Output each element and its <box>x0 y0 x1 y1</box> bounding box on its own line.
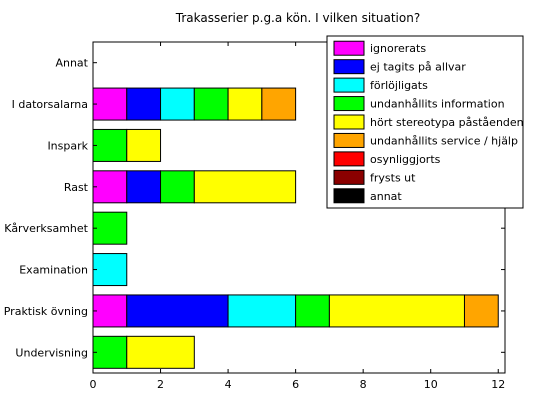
chart-title: Trakasserier p.g.a kön. I vilken situati… <box>175 11 420 25</box>
bar-segment <box>328 294 465 328</box>
bar-segment <box>463 294 499 328</box>
y-tick-label: Annat <box>55 57 88 70</box>
bar-segment <box>126 128 162 162</box>
x-tick-label: 8 <box>360 378 367 391</box>
legend-label: undanhållits information <box>370 98 505 111</box>
bar-segment <box>126 87 162 121</box>
y-tick-label: Inspark <box>47 139 88 152</box>
legend-swatch <box>333 132 365 148</box>
bar-segment <box>126 335 195 369</box>
y-tick-label: Kårverksamhet <box>4 222 88 235</box>
legend-label: frysts ut <box>370 171 416 184</box>
bar-segment <box>92 211 128 245</box>
x-tick-label: 2 <box>157 378 164 391</box>
y-tick-label: Rast <box>64 181 89 194</box>
x-tick-label: 0 <box>90 378 97 391</box>
legend-label: ignorerats <box>370 42 426 55</box>
y-tick-label: Praktisk övning <box>4 305 88 318</box>
legend-swatch <box>333 151 365 167</box>
bar-segment <box>193 170 297 204</box>
legend-swatch <box>333 114 365 130</box>
bar-segment <box>92 335 128 369</box>
bar-segment <box>92 170 128 204</box>
x-axis: 0 2 4 6 8 10 12 <box>90 42 505 391</box>
legend-label: förlöjligats <box>370 79 428 92</box>
bar-segment <box>126 294 229 328</box>
bar-segment <box>92 253 128 287</box>
bar-segment <box>92 128 128 162</box>
y-axis: Annat I datorsalarna Inspark Rast Kårverksam… <box>4 57 505 359</box>
bars-group <box>92 87 499 369</box>
legend-swatch <box>333 40 365 56</box>
legend-label: undanhållits service / hjälp <box>370 134 518 147</box>
x-tick-label: 12 <box>491 378 505 391</box>
legend-label: hört stereotypa påståenden <box>370 116 524 129</box>
bar-segment <box>92 87 128 121</box>
legend: ignorerats ej tagits på allvar förlöjligat… <box>326 35 524 209</box>
x-tick-label: 4 <box>225 378 232 391</box>
x-tick-label: 10 <box>424 378 438 391</box>
y-tick-label: Undervisning <box>15 346 88 359</box>
legend-label: annat <box>370 190 402 203</box>
legend-swatch <box>333 188 365 204</box>
bar-segment <box>92 294 128 328</box>
legend-swatch <box>333 77 365 93</box>
bar-segment <box>227 87 263 121</box>
legend-label: ej tagits på allvar <box>370 61 466 74</box>
legend-swatch <box>333 96 365 112</box>
legend-swatch <box>333 169 365 185</box>
bar-segment <box>160 170 195 204</box>
bar-segment <box>227 294 297 328</box>
bar-segment <box>126 170 162 204</box>
bar-segment <box>160 87 195 121</box>
bar-segment <box>295 294 330 328</box>
legend-label: osynliggjorts <box>370 153 441 166</box>
x-tick-label: 6 <box>292 378 299 391</box>
legend-swatch <box>333 59 365 75</box>
bar-segment <box>193 87 229 121</box>
y-tick-label: I datorsalarna <box>12 98 88 111</box>
y-tick-label: Examination <box>19 264 88 277</box>
bar-segment <box>261 87 297 121</box>
